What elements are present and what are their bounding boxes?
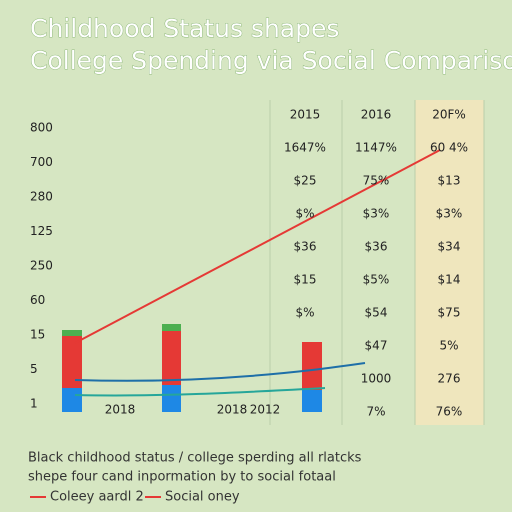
bar-segment: [162, 324, 181, 332]
table-cell: $15: [294, 273, 317, 287]
table-cell: $54: [365, 306, 388, 320]
y-tick-label: 280: [30, 190, 53, 204]
table-cell: $75: [438, 306, 461, 320]
title-line: College Spending via Social Comparison: [30, 46, 512, 75]
table-cell: $14: [438, 273, 461, 287]
y-tick-label: 800: [30, 121, 53, 135]
bar-segment: [62, 336, 82, 388]
bar-segment: [302, 390, 322, 412]
table-cell: $25: [294, 174, 317, 188]
chart-title-line2: College Spending via Social Comparison: [30, 46, 512, 75]
table-cell: 2015: [290, 108, 321, 122]
table-cell: $34: [438, 240, 461, 254]
caption: shepe four cand inpormation by to social…: [28, 470, 336, 485]
bar-segment: [162, 331, 181, 385]
x-tick-label: 2018: [217, 403, 248, 417]
bar-segment: [162, 385, 181, 412]
y-tick-label: 15: [30, 328, 45, 342]
table-cell: 20F%: [432, 108, 466, 122]
y-tick-label: 700: [30, 155, 53, 169]
bars: [62, 324, 322, 412]
table-cell: $36: [294, 240, 317, 254]
table-cell: $5%: [363, 273, 390, 287]
table-cell: 1147%: [355, 141, 397, 155]
table-cell: $%: [295, 306, 314, 320]
table-cell: $47: [365, 339, 388, 353]
highlight-column: [415, 100, 484, 425]
table-cell: 1000: [361, 372, 392, 386]
table-cell: 1647%: [284, 141, 326, 155]
trend-line: [74, 362, 366, 382]
table-cell: $3%: [436, 207, 463, 221]
chart-title: Childhood Status shapes: [30, 14, 339, 43]
y-tick-label: 60: [30, 293, 45, 307]
table-cell: 276: [438, 372, 461, 386]
trend-line: [74, 387, 326, 397]
x-tick-label: 2018: [105, 403, 136, 417]
table-cell: $13: [438, 174, 461, 188]
bar-segment: [302, 342, 322, 390]
y-tick-label: 125: [30, 224, 53, 238]
table-cell: 76%: [436, 405, 463, 419]
bar-segment: [62, 330, 82, 337]
y-tick-label: 250: [30, 259, 53, 273]
table-cell: 60 4%: [430, 141, 468, 155]
table-cell: 75%: [363, 174, 390, 188]
x-tick-label: 2012: [250, 403, 281, 417]
table-cell: 5%: [439, 339, 458, 353]
table-cell: $36: [365, 240, 388, 254]
caption: Black childhood status / college sperdin…: [28, 451, 362, 466]
table-cell: 7%: [366, 405, 385, 419]
table-cell: 2016: [361, 108, 392, 122]
title-line: Childhood Status shapes: [30, 14, 339, 43]
table-cell: $%: [295, 207, 314, 221]
trend-line: [74, 149, 441, 344]
y-tick-label: 1: [30, 397, 38, 411]
table-cell: $3%: [363, 207, 390, 221]
legend-label: Coleey aardl 2: [50, 490, 144, 505]
y-tick-label: 5: [30, 362, 38, 376]
bar-segment: [62, 388, 82, 412]
legend-label: Social oney: [165, 490, 240, 505]
